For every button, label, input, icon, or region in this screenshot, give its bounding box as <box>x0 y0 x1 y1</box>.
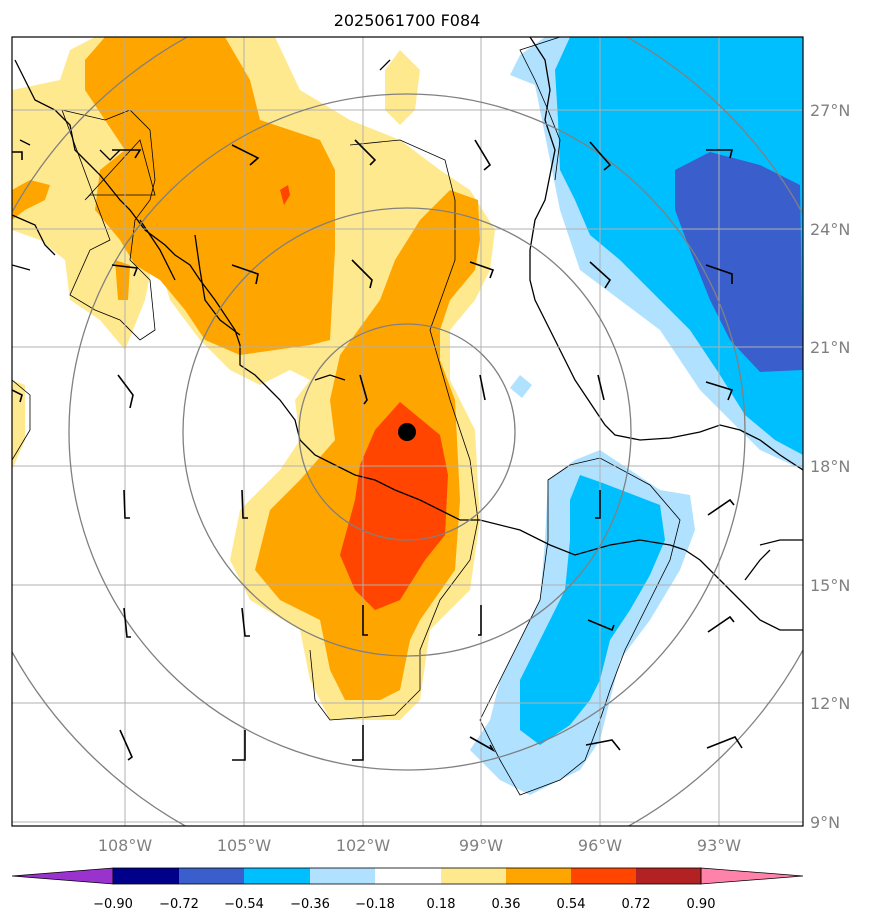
colorbar-tick: −0.72 <box>159 897 199 912</box>
lon-label: 102°W <box>336 836 391 855</box>
longitude-labels: 108°W 105°W 102°W 99°W 96°W 93°W <box>98 836 741 855</box>
colorbar-tick: −0.36 <box>290 897 330 912</box>
lon-label: 105°W <box>217 836 272 855</box>
lat-label: 15°N <box>810 576 850 595</box>
colorbar-segment <box>506 868 571 884</box>
coastlines-and-borders <box>12 37 803 631</box>
colorbar-segment <box>571 868 636 884</box>
map-area <box>12 37 803 826</box>
storm-center-dot <box>398 423 416 441</box>
lat-lon-gridlines <box>12 37 803 826</box>
colorbar-segment <box>244 868 310 884</box>
lat-label: 27°N <box>810 101 850 120</box>
colorbar-segment <box>179 868 244 884</box>
colorbar-segment <box>700 867 804 885</box>
colorbar-tick: −0.90 <box>93 897 133 912</box>
negative-anomaly-fill-royal-blue <box>675 152 803 372</box>
colorbar-tick: 0.36 <box>492 897 521 912</box>
colorbar-tick: 0.72 <box>622 897 651 912</box>
lat-label: 9°N <box>810 813 840 832</box>
lat-label: 21°N <box>810 338 850 357</box>
colorbar-segment <box>310 868 375 884</box>
lon-label: 99°W <box>459 836 503 855</box>
lon-label: 93°W <box>697 836 741 855</box>
positive-anomaly-fill-red <box>280 185 448 610</box>
colorbar-segment <box>441 868 506 884</box>
latitude-labels: 27°N 24°N 21°N 18°N 15°N 12°N 9°N <box>810 101 850 832</box>
colorbar-segment <box>636 868 701 884</box>
lat-label: 24°N <box>810 220 850 239</box>
colorbar-tick: −0.54 <box>224 897 264 912</box>
range-rings <box>12 37 803 826</box>
colorbar-tick: −0.18 <box>355 897 395 912</box>
colorbar-segment <box>113 868 179 884</box>
colorbar-segment <box>375 868 441 884</box>
colorbar-tick: 0.90 <box>687 897 716 912</box>
lon-label: 108°W <box>98 836 153 855</box>
colorbar-tick: 0.18 <box>427 897 456 912</box>
lat-label: 12°N <box>810 694 850 713</box>
colorbar-tick: 0.54 <box>557 897 586 912</box>
lat-label: 18°N <box>810 457 850 476</box>
map-frame <box>11 36 804 827</box>
colorbar <box>11 867 804 885</box>
colorbar-tick-labels: −0.90 −0.72 −0.54 −0.36 −0.18 0.18 0.36 … <box>93 897 715 912</box>
wind-barbs <box>12 139 743 761</box>
colorbar-segment <box>11 867 114 885</box>
lon-label: 96°W <box>578 836 622 855</box>
map-title: 2025061700 F084 <box>334 11 481 30</box>
positive-anomaly-fill-orange <box>12 37 480 700</box>
